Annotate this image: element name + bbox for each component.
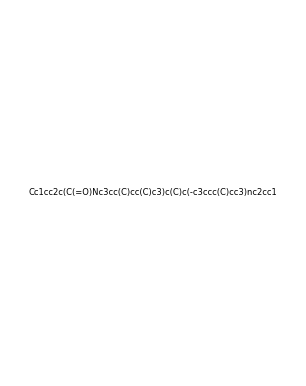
Text: Cc1cc2c(C(=O)Nc3cc(C)cc(C)c3)c(C)c(-c3ccc(C)cc3)nc2cc1: Cc1cc2c(C(=O)Nc3cc(C)cc(C)c3)c(C)c(-c3cc… [29, 188, 277, 198]
